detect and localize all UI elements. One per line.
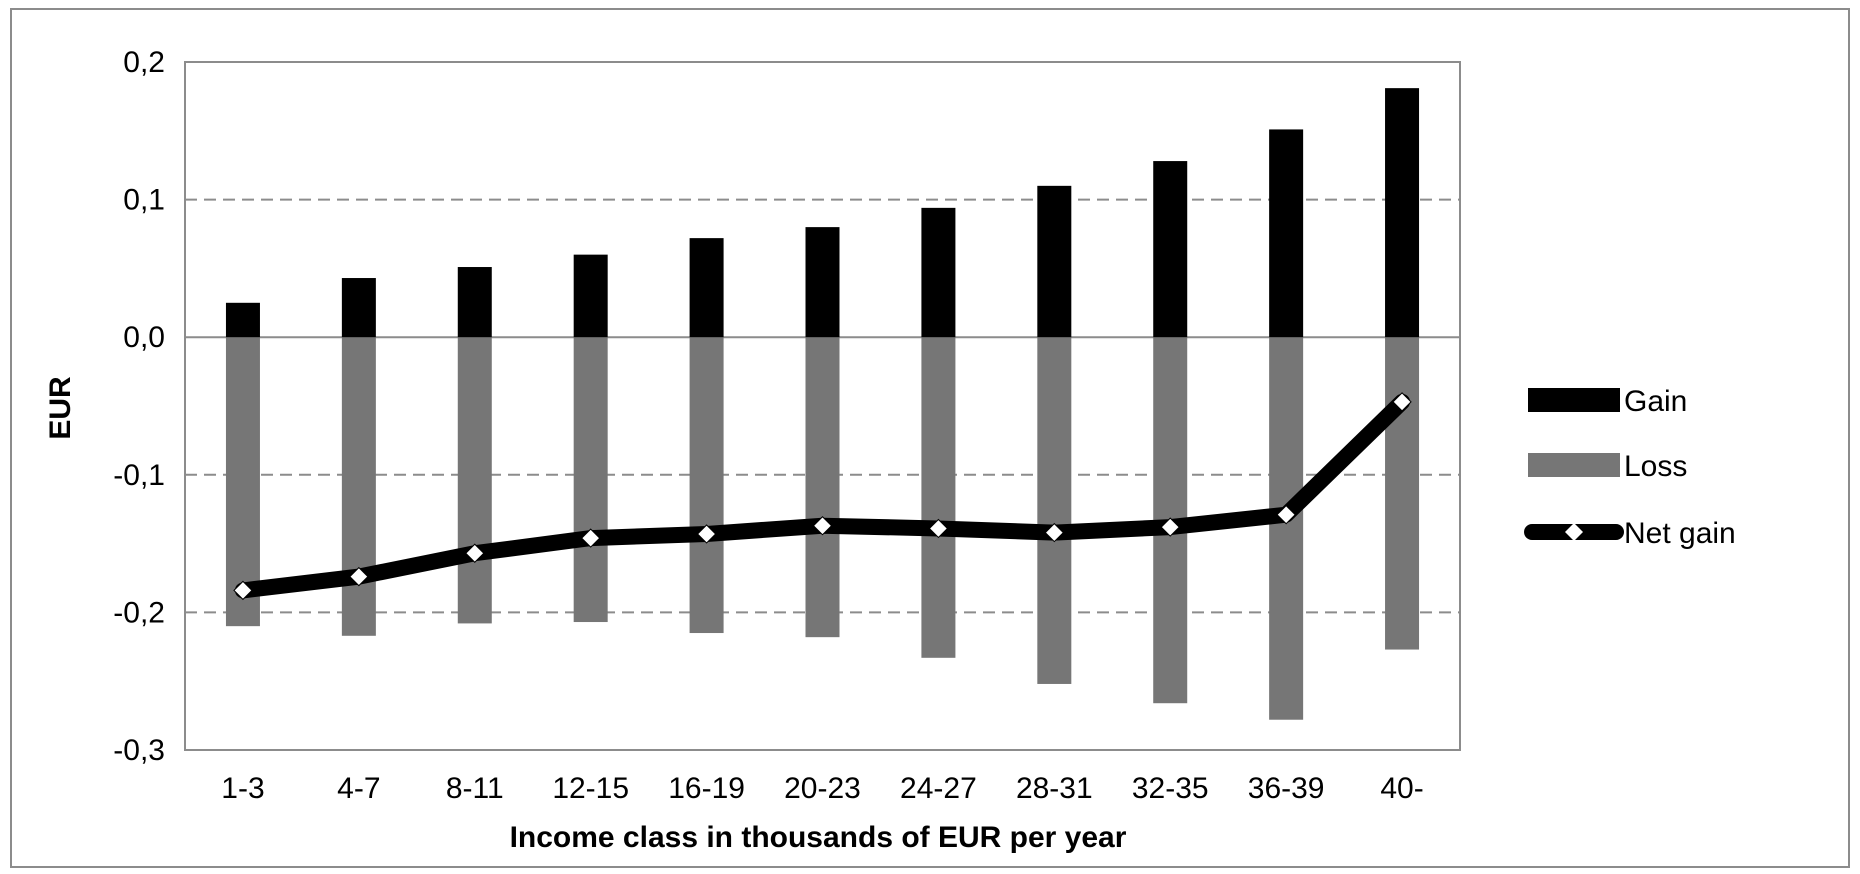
x-tick-label: 12-15 bbox=[552, 772, 629, 805]
x-tick-label: 16-19 bbox=[668, 772, 745, 805]
axes: 0,2 0,1 0,0 -0,1 -0,2 -0,3 1-3 4-7 8-11 12-15 16-1… bbox=[113, 46, 1461, 805]
bars bbox=[225, 88, 1420, 720]
gain-bar bbox=[1385, 88, 1420, 338]
x-tick-label: 1-3 bbox=[221, 772, 264, 805]
loss-bar bbox=[1037, 337, 1072, 684]
net-gain-line bbox=[233, 392, 1412, 601]
net-gain-point bbox=[1392, 392, 1412, 412]
x-tick-label: 4-7 bbox=[337, 772, 380, 805]
gain-bar bbox=[1037, 185, 1072, 338]
y-tick-label: -0,1 bbox=[113, 459, 165, 492]
y-tick-label: 0,2 bbox=[123, 46, 165, 79]
y-tick-label: 0,1 bbox=[123, 184, 165, 217]
gain-bar bbox=[1153, 161, 1188, 338]
gain-bar bbox=[225, 302, 260, 338]
net-gain-point bbox=[696, 524, 717, 544]
y-tick-label: -0,2 bbox=[113, 596, 165, 629]
y-tick-label: 0,0 bbox=[123, 321, 165, 354]
loss-bar bbox=[573, 337, 608, 623]
x-tick-label: 20-23 bbox=[784, 772, 861, 805]
net-gain-point bbox=[1160, 517, 1180, 537]
x-axis-title: Income class in thousands of EUR per yea… bbox=[510, 821, 1127, 854]
y-axis-title: EUR bbox=[44, 376, 77, 440]
y-tick-label: -0,3 bbox=[113, 734, 165, 767]
legend: Gain Loss Net gain bbox=[1524, 385, 1736, 550]
x-tick-label: 32-35 bbox=[1132, 772, 1209, 805]
gain-bar bbox=[1269, 129, 1304, 338]
loss-bar bbox=[457, 337, 492, 624]
net-gain-point bbox=[1044, 522, 1065, 543]
legend-swatch-gain bbox=[1528, 388, 1620, 412]
net-gain-point bbox=[928, 518, 949, 539]
net-gain-point bbox=[349, 566, 369, 587]
gain-bar bbox=[573, 254, 608, 338]
net-gain-point bbox=[465, 543, 485, 563]
legend-label-gain: Gain bbox=[1624, 385, 1687, 418]
net-gain-point bbox=[233, 580, 253, 601]
gain-bar bbox=[805, 227, 840, 338]
x-tick-label: 40- bbox=[1380, 772, 1423, 805]
x-tick-label: 8-11 bbox=[446, 772, 504, 805]
loss-bar bbox=[689, 337, 724, 634]
legend-label-net-gain: Net gain bbox=[1624, 517, 1736, 550]
x-tick-label: 36-39 bbox=[1248, 772, 1325, 805]
plot-area-border bbox=[184, 61, 1461, 751]
net-gain-point bbox=[580, 528, 601, 548]
legend-label-loss: Loss bbox=[1624, 450, 1687, 483]
loss-bar bbox=[805, 337, 840, 638]
legend-marker-net-gain bbox=[1565, 523, 1583, 541]
legend-swatch-loss bbox=[1528, 453, 1620, 477]
net-gain-point bbox=[1276, 504, 1296, 525]
x-tick-label: 28-31 bbox=[1016, 772, 1093, 805]
loss-bar bbox=[921, 337, 956, 658]
loss-bar bbox=[225, 337, 260, 627]
gain-bar bbox=[921, 207, 956, 338]
gain-bar bbox=[689, 238, 724, 338]
gain-bar bbox=[341, 278, 376, 338]
loss-bar bbox=[341, 337, 376, 636]
loss-bar bbox=[1269, 337, 1304, 720]
gain-bar bbox=[457, 267, 492, 338]
x-tick-label: 24-27 bbox=[900, 772, 977, 805]
loss-bar bbox=[1385, 337, 1420, 650]
net-gain-point bbox=[812, 516, 833, 536]
